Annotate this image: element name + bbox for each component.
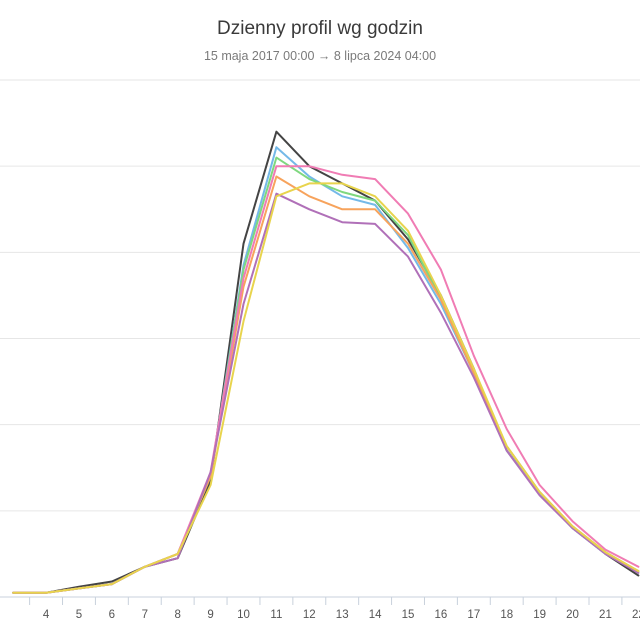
chart-title: Dzienny profil wg godzin (217, 18, 423, 39)
series-line-4 (12, 175, 640, 594)
x-tick-label: 10 (237, 609, 250, 621)
x-tick-label: 18 (500, 609, 513, 621)
x-tick-label: 22 (632, 609, 640, 621)
series-line-6 (12, 192, 640, 594)
x-tick-label: 11 (270, 609, 282, 621)
x-tick-label: 4 (43, 609, 50, 621)
x-axis: 4 5 6 7 8 9 10 11 12 13 14 15 16 17 18 19 20 21 22 (0, 596, 640, 621)
x-tick-label: 7 (142, 609, 148, 621)
series-line-7 (12, 182, 640, 594)
x-tick-label: 20 (566, 609, 579, 621)
x-tick-label: 12 (303, 609, 316, 621)
grid-lines (0, 79, 640, 512)
series-line-5 (12, 165, 640, 594)
series-line-1 (12, 130, 640, 594)
x-tick-label: 21 (599, 609, 612, 621)
x-tick-label: 13 (336, 609, 349, 621)
series-line-3 (12, 156, 640, 594)
series-group (12, 130, 640, 594)
x-tick-label: 9 (207, 609, 213, 621)
x-tick-label: 8 (174, 609, 180, 621)
x-tick-label: 5 (76, 609, 82, 621)
x-tick-label: 14 (369, 609, 382, 621)
x-tick-label: 16 (435, 609, 448, 621)
x-tick-label: 15 (402, 609, 415, 621)
x-tick-label: 17 (467, 609, 480, 621)
x-tick-label: 19 (533, 609, 546, 621)
chart-subtitle: 15 maja 2017 00:00 → 8 lipca 2024 04:00 (203, 49, 437, 63)
x-tick-label: 6 (109, 609, 115, 621)
series-line-2 (12, 146, 640, 594)
